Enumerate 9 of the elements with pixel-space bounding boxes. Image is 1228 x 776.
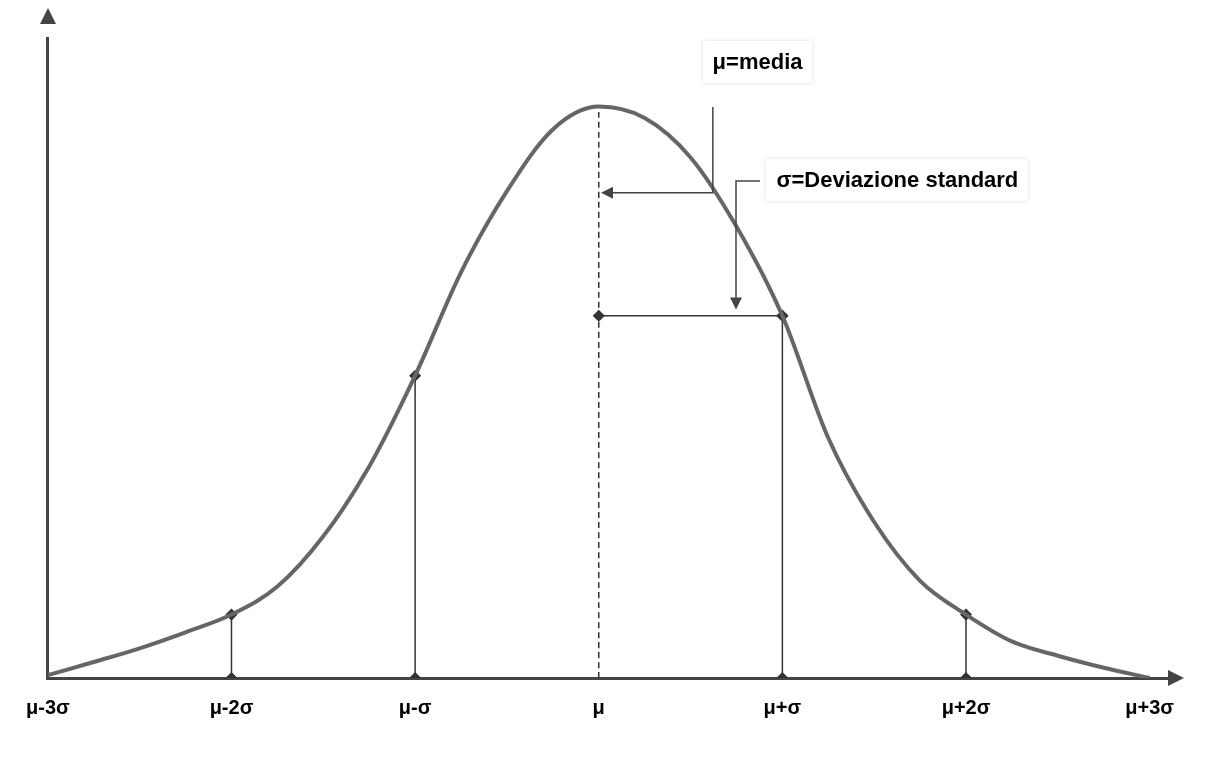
- x-tick-label: μ-σ: [398, 695, 432, 718]
- x-tick-label: μ-3σ: [26, 695, 71, 718]
- x-tick-label: μ+3σ: [1125, 695, 1175, 718]
- text: μ=media: [702, 40, 813, 83]
- x-tick-label: μ-2σ: [209, 695, 254, 718]
- annotation: σ=Deviazione standard: [766, 158, 1029, 201]
- x-tick-label: μ+σ: [763, 695, 802, 718]
- x-tick-label: μ: [592, 695, 605, 718]
- x-tick-label: μ+2σ: [941, 695, 991, 718]
